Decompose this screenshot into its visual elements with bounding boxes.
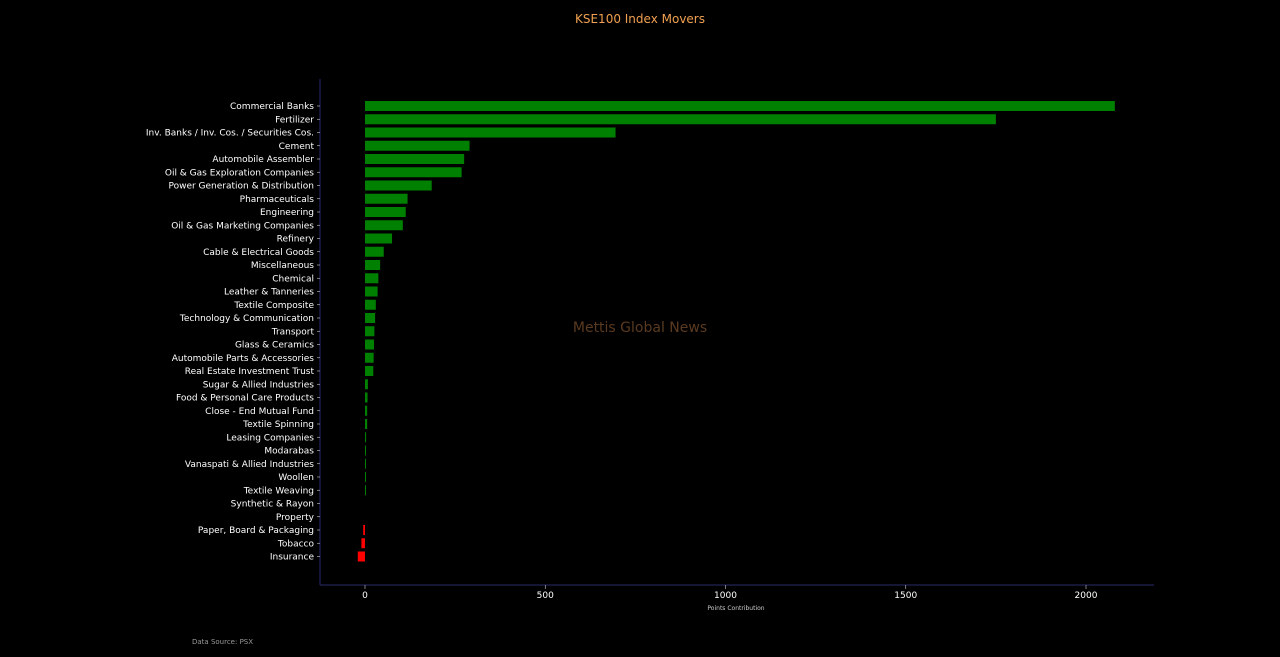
category-label-leasing-companies: Leasing Companies [226,433,314,443]
bar-power-generation-distribution [365,180,432,191]
category-label-glass-ceramics: Glass & Ceramics [235,341,314,351]
bar-glass-ceramics [365,339,375,350]
category-label-oil-gas-marketing-companies: Oil & Gas Marketing Companies [171,221,314,231]
category-label-inv-banks-inv-cos-securities-cos: Inv. Banks / Inv. Cos. / Securities Cos. [146,129,314,139]
bar-leasing-companies [365,432,367,443]
bar-real-estate-investment-trust [365,366,374,376]
bar-engineering [365,207,406,217]
bar-food-personal-care-products [365,392,368,403]
category-label-real-estate-investment-trust: Real Estate Investment Trust [185,367,315,377]
chart-title: KSE100 Index Movers [575,12,705,26]
category-label-automobile-assembler: Automobile Assembler [212,155,314,165]
bar-tobacco [361,538,365,549]
bar-commercial-banks [365,101,1115,111]
category-label-synthetic-rayon: Synthetic & Rayon [231,500,314,510]
category-label-insurance: Insurance [270,553,315,563]
category-label-close-end-mutual-fund: Close - End Mutual Fund [205,407,314,417]
bar-cable-electrical-goods [365,246,384,257]
category-label-property: Property [276,513,315,523]
bar-oil-gas-marketing-companies [365,220,403,231]
category-label-technology-communication: Technology & Communication [179,314,314,324]
category-label-pharmaceuticals: Pharmaceuticals [240,195,315,205]
category-label-leather-tanneries: Leather & Tanneries [224,288,314,298]
category-label-modarabas: Modarabas [264,447,314,457]
category-label-textile-composite: Textile Composite [233,301,314,311]
category-label-automobile-parts-accessories: Automobile Parts & Accessories [172,354,315,364]
bar-group [357,101,1115,562]
x-tick-label-0: 0 [362,591,368,601]
category-label-oil-gas-exploration-companies: Oil & Gas Exploration Companies [165,168,314,178]
category-label-refinery: Refinery [277,235,315,245]
bar-vanaspati-allied-industries [365,458,366,469]
bar-modarabas [365,445,366,456]
x-tick-label-500: 500 [537,591,554,601]
bar-cement [365,140,470,151]
bar-paper-board-packaging [363,525,365,535]
category-label-transport: Transport [271,327,315,337]
bar-fertilizer [365,114,996,125]
category-label-engineering: Engineering [260,208,314,218]
bar-chemical [365,273,379,284]
bar-refinery [365,233,393,244]
bar-pharmaceuticals [365,193,408,204]
bar-miscellaneous [365,260,381,270]
category-label-commercial-banks: Commercial Banks [230,102,314,112]
category-label-cable-electrical-goods: Cable & Electrical Goods [203,248,314,258]
bar-textile-spinning [365,419,368,429]
category-label-chemical: Chemical [272,274,314,284]
category-label-power-generation-distribution: Power Generation & Distribution [168,182,314,192]
bar-leather-tanneries [365,286,378,297]
bar-automobile-assembler [365,154,465,164]
bar-automobile-parts-accessories [365,352,374,363]
x-axis-label: Points Contribution [707,605,764,612]
category-labels: Commercial Banks Fertilizer Inv. Banks / I… [146,102,320,563]
category-label-textile-spinning: Textile Spinning [242,420,314,430]
category-label-woollen: Woollen [278,473,314,483]
category-label-vanaspati-allied-industries: Vanaspati & Allied Industries [185,460,314,470]
category-label-fertilizer: Fertilizer [275,115,314,125]
data-source-note: Data Source: PSX [192,638,253,646]
x-tick-label-1000: 1000 [714,591,737,601]
category-label-paper-board-packaging: Paper, Board & Packaging [198,526,314,536]
bar-insurance [357,551,365,562]
x-tick-label-2000: 2000 [1075,591,1098,601]
bar-sugar-allied-industries [365,379,368,390]
x-tick-label-1500: 1500 [894,591,917,601]
bar-woollen [365,472,366,482]
bar-textile-weaving [365,485,366,496]
category-label-cement: Cement [279,142,315,152]
bar-textile-composite [365,299,376,310]
x-axis-ticks: 0 500 1000 1500 2000 [362,585,1098,601]
watermark: Mettis Global News [573,320,707,336]
category-label-tobacco: Tobacco [277,539,315,549]
bar-close-end-mutual-fund [365,405,368,416]
category-label-miscellaneous: Miscellaneous [251,261,314,271]
bar-transport [365,326,375,337]
category-label-sugar-allied-industries: Sugar & Allied Industries [203,380,315,390]
category-label-textile-weaving: Textile Weaving [243,486,314,496]
category-label-food-personal-care-products: Food & Personal Care Products [176,394,314,404]
bar-inv-banks-inv-cos-securities-cos [365,127,616,138]
bar-oil-gas-exploration-companies [365,167,462,178]
bar-technology-communication [365,313,376,323]
